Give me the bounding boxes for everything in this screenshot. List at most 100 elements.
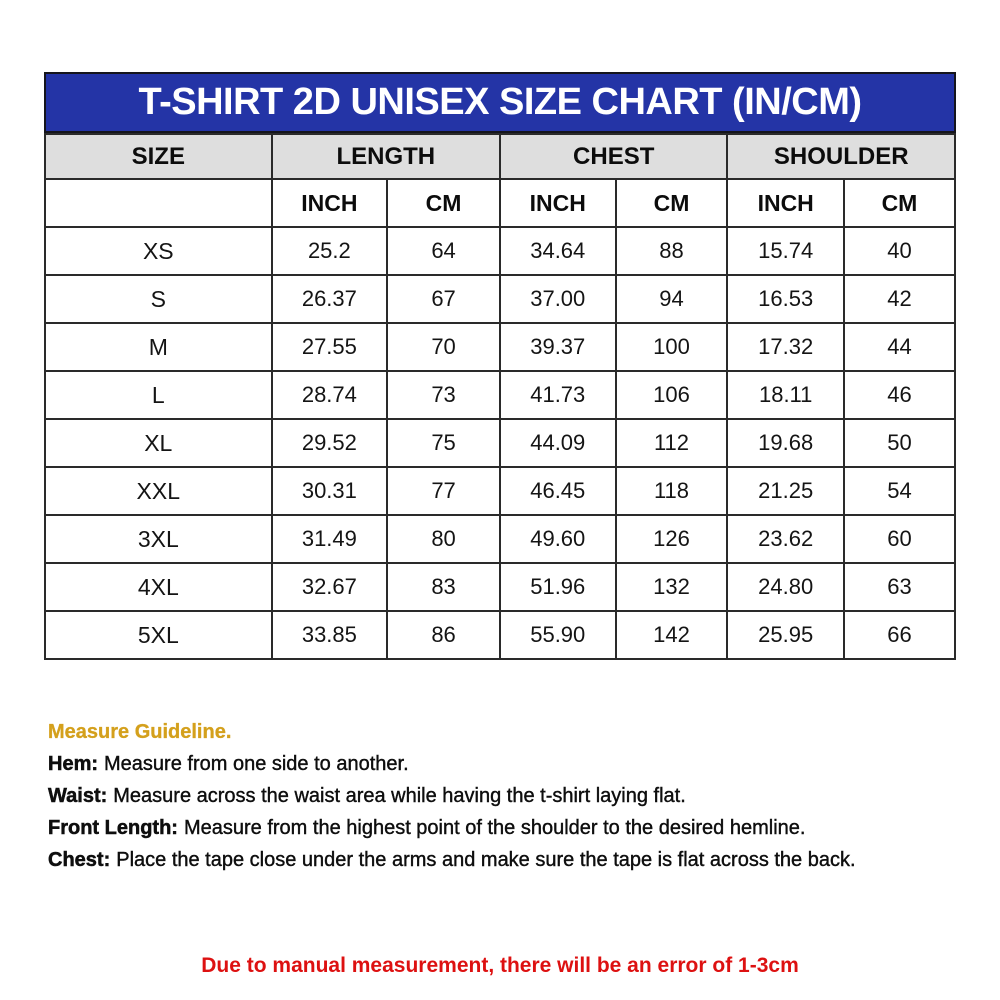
- guideline-label: Waist:: [48, 785, 108, 807]
- table-row: 4XL 32.67 83 51.96 132 24.80 63: [44, 562, 957, 612]
- value-cell: 75: [386, 418, 501, 468]
- value-cell: 44.09: [498, 418, 617, 468]
- value-cell: 34.64: [498, 226, 617, 276]
- guideline-text: Measure from the highest point of the sh…: [183, 817, 806, 839]
- size-cell: S: [44, 274, 273, 324]
- value-cell: 19.68: [726, 418, 845, 468]
- guideline-item-waist: Waist: Measure across the waist area whil…: [48, 785, 958, 807]
- guideline-label: Front Length:: [48, 817, 178, 839]
- value-cell: 32.67: [270, 562, 389, 612]
- value-cell: 21.25: [726, 466, 845, 516]
- guideline-text: Measure from one side to another.: [104, 753, 409, 775]
- guideline-item-chest: Chest: Place the tape close under the arm…: [48, 849, 958, 871]
- header-size: SIZE: [44, 133, 273, 180]
- size-cell: 5XL: [44, 610, 273, 660]
- value-cell: 126: [614, 514, 729, 564]
- value-cell: 16.53: [726, 274, 845, 324]
- size-cell: L: [44, 370, 273, 420]
- value-cell: 30.31: [270, 466, 389, 516]
- header-empty-cell: [44, 178, 273, 228]
- header-length: LENGTH: [270, 133, 501, 180]
- value-cell: 66: [842, 610, 957, 660]
- value-cell: 24.80: [726, 562, 845, 612]
- value-cell: 142: [614, 610, 729, 660]
- table-row: L 28.74 73 41.73 106 18.11 46: [44, 370, 957, 420]
- measure-guideline-section: Measure Guideline. Hem: Measure from one …: [48, 720, 958, 882]
- table-row: 5XL 33.85 86 55.90 142 25.95 66: [44, 610, 957, 660]
- header-shoulder: SHOULDER: [726, 133, 956, 180]
- chart-title: T-SHIRT 2D UNISEX SIZE CHART (IN/CM): [138, 81, 862, 123]
- value-cell: 46.45: [498, 466, 617, 516]
- value-cell: 83: [386, 562, 501, 612]
- table-row: XL 29.52 75 44.09 112 19.68 50: [44, 418, 957, 468]
- guideline-item-hem: Hem: Measure from one side to another.: [48, 753, 958, 775]
- value-cell: 33.85: [270, 610, 389, 660]
- guideline-title: Measure Guideline.: [48, 721, 232, 743]
- value-cell: 49.60: [498, 514, 617, 564]
- value-cell: 64: [386, 226, 501, 276]
- size-cell: XXL: [44, 466, 273, 516]
- size-table-body: XS 25.2 64 34.64 88 15.74 40 S 26.37 67 37.00 94 16.…: [44, 226, 957, 660]
- header-chest-cm: CM: [614, 178, 729, 228]
- value-cell: 17.32: [726, 322, 845, 372]
- unit-header-row: INCH CM INCH CM INCH CM: [44, 178, 957, 228]
- value-cell: 28.74: [270, 370, 389, 420]
- size-cell: XS: [44, 226, 273, 276]
- header-shoulder-cm: CM: [842, 178, 957, 228]
- table-row: S 26.37 67 37.00 94 16.53 42: [44, 274, 957, 324]
- table-row: XXL 30.31 77 46.45 118 21.25 54: [44, 466, 957, 516]
- value-cell: 132: [614, 562, 729, 612]
- value-cell: 25.95: [726, 610, 845, 660]
- value-cell: 51.96: [498, 562, 617, 612]
- value-cell: 94: [614, 274, 729, 324]
- table-row: 3XL 31.49 80 49.60 126 23.62 60: [44, 514, 957, 564]
- value-cell: 70: [386, 322, 501, 372]
- header-chest-inch: INCH: [498, 178, 617, 228]
- value-cell: 25.2: [270, 226, 389, 276]
- header-length-cm: CM: [386, 178, 501, 228]
- value-cell: 23.62: [726, 514, 845, 564]
- guideline-text: Measure across the waist area while havi…: [113, 785, 686, 807]
- value-cell: 42: [842, 274, 957, 324]
- value-cell: 80: [386, 514, 501, 564]
- group-header-row: SIZE LENGTH CHEST SHOULDER: [44, 133, 956, 180]
- size-cell: M: [44, 322, 273, 372]
- value-cell: 29.52: [270, 418, 389, 468]
- value-cell: 40: [842, 226, 957, 276]
- value-cell: 37.00: [498, 274, 617, 324]
- value-cell: 60: [842, 514, 957, 564]
- value-cell: 63: [842, 562, 957, 612]
- value-cell: 31.49: [270, 514, 389, 564]
- value-cell: 55.90: [498, 610, 617, 660]
- size-cell: 4XL: [44, 562, 273, 612]
- guideline-item-front-length: Front Length: Measure from the highest po…: [48, 817, 958, 839]
- value-cell: 100: [614, 322, 729, 372]
- table-row: M 27.55 70 39.37 100 17.32 44: [44, 322, 957, 372]
- value-cell: 50: [842, 418, 957, 468]
- size-cell: XL: [44, 418, 273, 468]
- value-cell: 77: [386, 466, 501, 516]
- size-chart-block: T-SHIRT 2D UNISEX SIZE CHART (IN/CM) SIZ…: [44, 72, 957, 660]
- value-cell: 54: [842, 466, 957, 516]
- value-cell: 39.37: [498, 322, 617, 372]
- value-cell: 18.11: [726, 370, 845, 420]
- value-cell: 41.73: [498, 370, 617, 420]
- value-cell: 26.37: [270, 274, 389, 324]
- guideline-label: Chest:: [48, 849, 111, 871]
- header-shoulder-inch: INCH: [726, 178, 845, 228]
- value-cell: 15.74: [726, 226, 845, 276]
- chart-title-banner: T-SHIRT 2D UNISEX SIZE CHART (IN/CM): [44, 72, 956, 133]
- header-chest: CHEST: [498, 133, 729, 180]
- value-cell: 88: [614, 226, 729, 276]
- value-cell: 73: [386, 370, 501, 420]
- value-cell: 67: [386, 274, 501, 324]
- guideline-text: Place the tape close under the arms and …: [116, 849, 856, 871]
- guideline-label: Hem:: [48, 753, 99, 775]
- value-cell: 112: [614, 418, 729, 468]
- value-cell: 27.55: [270, 322, 389, 372]
- table-row: XS 25.2 64 34.64 88 15.74 40: [44, 226, 957, 276]
- measurement-error-note: Due to manual measurement, there will be…: [201, 954, 799, 977]
- size-cell: 3XL: [44, 514, 273, 564]
- size-table: SIZE LENGTH CHEST SHOULDER INCH CM INCH …: [44, 133, 957, 660]
- value-cell: 118: [614, 466, 729, 516]
